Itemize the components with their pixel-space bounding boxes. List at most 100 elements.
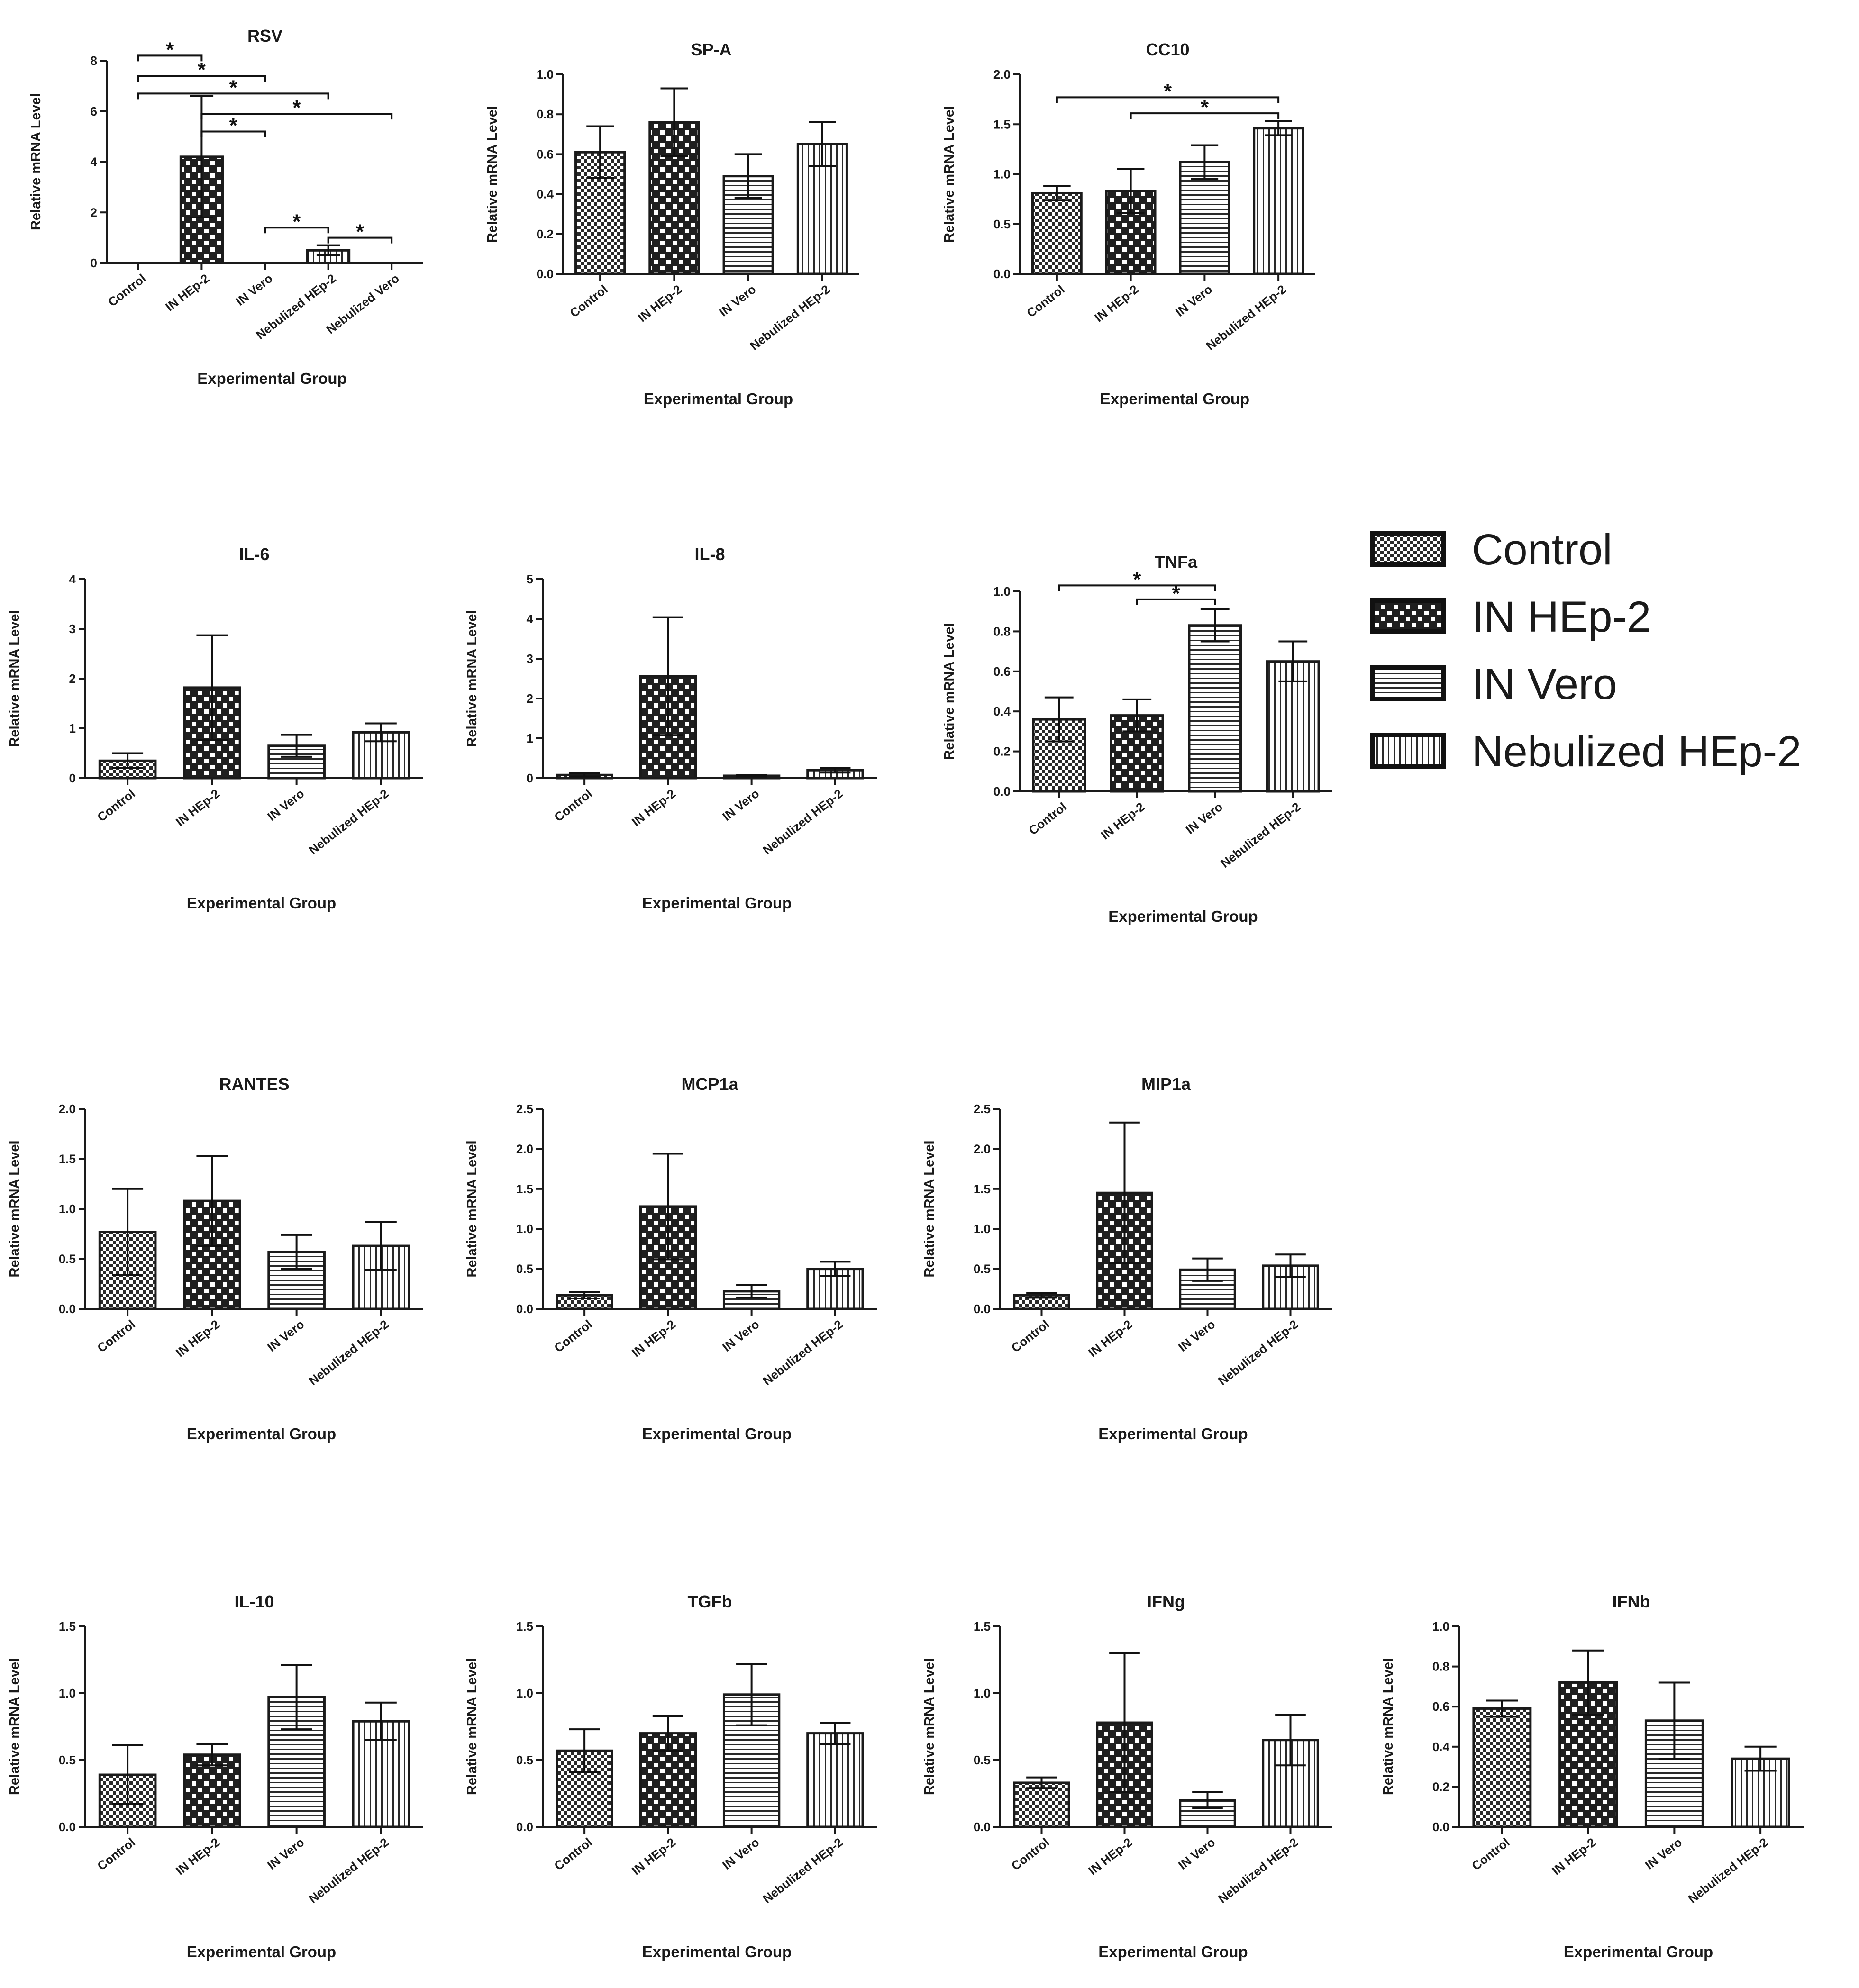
y-tick-label: 0.0 xyxy=(537,267,554,281)
category-label: IN HEp-2 xyxy=(1085,1317,1135,1360)
significance-star: * xyxy=(1133,568,1141,591)
y-tick-label: 0.5 xyxy=(993,217,1011,231)
y-tick-label: 1.5 xyxy=(59,1619,76,1634)
category-label: IN HEp-2 xyxy=(173,1317,222,1360)
y-tick-label: 0 xyxy=(527,771,533,785)
y-tick-label: 2.5 xyxy=(974,1102,991,1116)
y-tick-label: 0.6 xyxy=(993,664,1011,679)
legend-item-control: Control xyxy=(1370,526,1613,574)
x-axis-label: Experimental Group xyxy=(642,1425,792,1443)
bar-control xyxy=(1472,1707,1532,1828)
panel-il-8: IL-8 0 1 2 3 4 5 Relative mRNA Level Control IN H… xyxy=(465,545,877,912)
chart-title: CC10 xyxy=(1146,40,1189,59)
panel-ifnb: IFNb 0.0 0.2 0.4 0.6 0.8 1.0 Relative mRNA Leve… xyxy=(1381,1592,1804,1961)
category-label: Control xyxy=(1026,799,1069,838)
category-label: Nebulized HEp-2 xyxy=(306,1317,391,1388)
legend-item-nebulized-hep-2: Nebulized HEp-2 xyxy=(1370,727,1801,776)
significance-star: * xyxy=(356,220,365,244)
y-tick-label: 1.0 xyxy=(974,1222,991,1236)
y-axis-label: Relative mRNA Level xyxy=(485,106,500,243)
category-label: IN HEp-2 xyxy=(629,1317,678,1360)
category-label: Control xyxy=(567,282,611,320)
panel-ifng: IFNg 0.0 0.5 1.0 1.5 Relative mRNA Level Contr… xyxy=(922,1592,1332,1961)
legend: Control IN HEp-2 IN Vero Nebulized HEp-2 xyxy=(1370,526,1801,776)
category-label: IN Vero xyxy=(1176,1835,1218,1872)
x-axis-label: Experimental Group xyxy=(1564,1943,1713,1961)
category-label: IN Vero xyxy=(264,1835,307,1872)
legend-item-in-hep-2: IN HEp-2 xyxy=(1370,593,1651,641)
chart-title: IFNg xyxy=(1147,1592,1185,1611)
panel-sp-a: SP-A 0.0 0.2 0.4 0.6 0.8 1.0 Relative mRNA Leve… xyxy=(485,40,859,408)
category-label: IN HEp-2 xyxy=(1092,282,1141,325)
y-tick-label: 6 xyxy=(91,104,97,118)
y-tick-label: 1.5 xyxy=(974,1619,991,1634)
category-label: IN HEp-2 xyxy=(635,282,684,325)
y-tick-label: 1.0 xyxy=(1432,1619,1449,1634)
y-axis-label: Relative mRNA Level xyxy=(922,1658,937,1795)
y-tick-label: 0.5 xyxy=(974,1262,991,1276)
category-label: Nebulized HEp-2 xyxy=(1215,1835,1301,1906)
panel-il-10: IL-10 0.0 0.5 1.0 1.5 Relative mRNA Level Cont… xyxy=(7,1592,423,1961)
y-tick-label: 1 xyxy=(69,721,76,735)
category-label: Control xyxy=(1024,282,1067,320)
category-label: IN HEp-2 xyxy=(173,1835,222,1878)
y-tick-label: 3 xyxy=(69,622,76,636)
category-label: IN HEp-2 xyxy=(163,271,212,314)
y-tick-label: 0.0 xyxy=(993,267,1011,281)
y-tick-label: 1.0 xyxy=(59,1202,76,1216)
significance-star: * xyxy=(292,210,301,233)
panel-tgfb: TGFb 0.0 0.5 1.0 1.5 Relative mRNA Level Contr… xyxy=(465,1592,877,1961)
bar-in-vero xyxy=(1179,161,1230,275)
x-axis-label: Experimental Group xyxy=(187,1943,336,1961)
x-axis-label: Experimental Group xyxy=(1098,1943,1248,1961)
y-tick-label: 0.5 xyxy=(516,1753,533,1767)
x-axis-label: Experimental Group xyxy=(642,894,792,912)
category-label: Nebulized HEp-2 xyxy=(1215,1317,1301,1388)
y-tick-label: 2 xyxy=(91,205,97,219)
y-tick-label: 0.2 xyxy=(537,227,554,241)
y-tick-label: 2.0 xyxy=(974,1142,991,1156)
y-tick-label: 0.0 xyxy=(516,1820,533,1834)
y-tick-label: 0.4 xyxy=(1432,1740,1450,1754)
bar-in-hep-2 xyxy=(183,1753,241,1828)
y-tick-label: 0.0 xyxy=(516,1302,533,1316)
category-label: Control xyxy=(1469,1835,1512,1873)
y-tick-label: 1.0 xyxy=(993,167,1011,182)
y-axis-label: Relative mRNA Level xyxy=(942,106,957,243)
panel-tnfa: TNFa 0.0 0.2 0.4 0.6 0.8 1.0 Relative mRNA Leve… xyxy=(942,552,1332,925)
category-label: IN HEp-2 xyxy=(1549,1835,1598,1878)
category-label: Control xyxy=(105,271,148,309)
y-tick-label: 0.5 xyxy=(516,1262,533,1276)
panel-rsv: RSV 0 2 4 6 8 Relative mRNA Level Control IN HEp… xyxy=(28,26,423,387)
category-label: Nebulized HEp-2 xyxy=(760,786,845,857)
x-axis-label: Experimental Group xyxy=(642,1943,792,1961)
y-tick-label: 1.5 xyxy=(516,1619,533,1634)
legend-label: Nebulized HEp-2 xyxy=(1472,727,1801,776)
category-label: IN Vero xyxy=(1173,282,1215,319)
category-label: IN Vero xyxy=(233,271,275,309)
category-label: IN HEp-2 xyxy=(173,786,222,829)
category-label: IN HEp-2 xyxy=(1085,1835,1135,1878)
category-label: Nebulized HEp-2 xyxy=(306,786,391,857)
category-label: IN HEp-2 xyxy=(1098,799,1148,842)
y-tick-label: 0.8 xyxy=(537,107,554,121)
y-axis-label: Relative mRNA Level xyxy=(28,93,44,230)
category-label: IN Vero xyxy=(720,1835,762,1872)
legend-swatch xyxy=(1370,598,1446,634)
y-tick-label: 2 xyxy=(527,691,533,706)
y-tick-label: 1.5 xyxy=(59,1152,76,1166)
significance-bracket xyxy=(200,113,393,120)
chart-title: RSV xyxy=(247,26,282,45)
y-tick-label: 0 xyxy=(91,256,97,270)
y-tick-label: 2.5 xyxy=(516,1102,533,1116)
y-tick-label: 1.0 xyxy=(974,1686,991,1700)
category-label: Nebulized HEp-2 xyxy=(760,1835,845,1906)
category-label: IN Vero xyxy=(264,786,307,824)
y-tick-label: 0.0 xyxy=(59,1302,76,1316)
y-tick-label: 0.0 xyxy=(993,784,1011,799)
y-tick-label: 0.6 xyxy=(537,147,554,161)
significance-bracket xyxy=(137,92,329,100)
legend-label: IN HEp-2 xyxy=(1472,593,1651,641)
y-tick-label: 0.0 xyxy=(1432,1820,1449,1834)
panel-rantes: RANTES 0.0 0.5 1.0 1.5 2.0 Relative mRNA Level… xyxy=(7,1074,423,1443)
